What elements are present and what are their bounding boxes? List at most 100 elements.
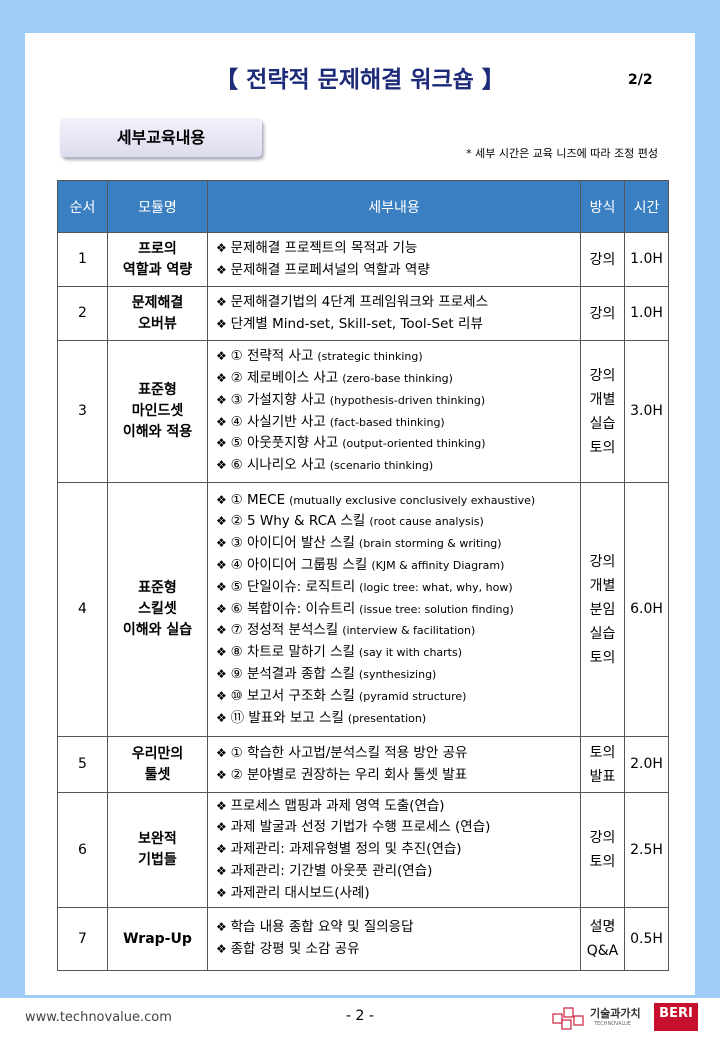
item-text: 종합 강평 및 소감 공유 [230, 941, 360, 957]
module-line: 보완적 [138, 831, 177, 847]
module-line: 표준형 [138, 382, 177, 398]
method-line: 강의 [589, 830, 616, 846]
item-note: (root cause analysis) [369, 515, 484, 529]
item: 문제해결 프로젝트의 목적과 기능 [216, 238, 579, 260]
item: ③ 가설지향 사고(hypothesis-driven thinking) [216, 390, 579, 412]
method-line: 분임 [589, 601, 616, 618]
method-line: 발표 [589, 768, 616, 785]
row-number: 7 [57, 907, 108, 971]
logo-icon [552, 1007, 584, 1030]
module-line: 프로의 [138, 240, 177, 257]
footer-url: www.technovalue.com [25, 1010, 172, 1025]
item: ① 학습한 사고법/분석스킬 적용 방안 공유 [216, 743, 579, 765]
time-cell: 0.5H [624, 907, 669, 971]
method-line: 실습 [589, 625, 616, 642]
item: ⑧ 차트로 말하기 스킬(say it with charts) [216, 642, 579, 664]
row-number: 3 [57, 340, 108, 483]
item-note: (output-oriented thinking) [342, 437, 486, 451]
module-line: 오버뷰 [138, 315, 177, 332]
item-text: ④ 사실기반 사고 [230, 413, 326, 430]
row-number: 2 [57, 286, 108, 341]
time-cell: 3.0H [624, 340, 669, 483]
method-cell: 설명 Q&A [580, 907, 625, 971]
method-line: 토의 [589, 439, 616, 456]
item-note: (brain storming & writing) [358, 537, 502, 551]
time-cell: 1.0H [624, 286, 669, 341]
item: ⑥ 시나리오 사고(scenario thinking) [216, 455, 579, 477]
row-number: 5 [57, 736, 108, 793]
time-cell: 2.5H [624, 792, 669, 908]
item: ② 5 Why & RCA 스킬(root cause analysis) [216, 511, 579, 533]
item-note: (logic tree: what, why, how) [359, 580, 513, 594]
table-row: 6보완적기법들프로세스 맵핑과 과제 영역 도출(연습)과제 발굴과 선정 기법… [57, 792, 669, 908]
item-note: (hypothesis-driven thinking) [329, 393, 486, 407]
time-cell: 6.0H [624, 482, 669, 737]
time-cell: 2.0H [624, 736, 669, 793]
items-cell: 문제해결 프로젝트의 목적과 기능문제해결 프로페셔널의 역할과 역량 [207, 232, 581, 287]
item: 학습 내용 종합 요약 및 질의응답 [216, 917, 579, 939]
item-text: ① 전략적 사고 [230, 348, 314, 365]
item-text: ⑨ 분석결과 종합 스킬 [230, 665, 355, 682]
time-cell: 1.0H [624, 232, 669, 287]
item: ⑤ 아웃풋지향 사고(output-oriented thinking) [216, 433, 579, 455]
method-line: 강의 [589, 367, 616, 384]
items-cell: 문제해결기법의 4단계 프레임워크와 프로세스단계별 Mind-set, Ski… [207, 286, 581, 341]
title: 【 전략적 문제해결 워크숍 】 [215, 67, 505, 93]
item-text: 학습 내용 종합 요약 및 질의응답 [230, 919, 414, 936]
item-note: (say it with charts) [358, 646, 463, 660]
method-line: 개별 [589, 391, 616, 408]
item-text: ③ 아이디어 발산 스킬 [230, 535, 355, 552]
item-note: (pyramid structure) [358, 689, 467, 703]
page-indicator: 2/2 [628, 72, 653, 88]
module-line: 문제해결 [131, 294, 184, 311]
logo-subtext: TECHNOVALUE [594, 1021, 631, 1027]
item-text: 과제관리: 과제유형별 정의 및 추진(연습) [230, 841, 462, 858]
module-cell: 보완적 기법들 [107, 792, 208, 908]
column-header: 세부내용 [207, 180, 581, 233]
column-header: 시간 [624, 180, 669, 233]
item-note: (zero-base thinking) [342, 371, 453, 385]
method-line: 토의 [589, 854, 616, 870]
logo-text: 기술과가치 [590, 1007, 641, 1020]
item-text: ② 5 Why & RCA 스킬 [230, 513, 366, 530]
module-line: Wrap-Up [123, 930, 192, 947]
item: ① 전략적 사고(strategic thinking) [216, 346, 579, 368]
method-line: 토의 [589, 649, 616, 666]
item-text: 문제해결기법의 4단계 프레임워크와 프로세스 [230, 293, 489, 310]
items-cell: ① 전략적 사고(strategic thinking)② 제로베이스 사고(z… [207, 340, 581, 483]
item: 과제관리 대시보드(사례) [216, 883, 579, 905]
module-line: 표준형 [138, 580, 177, 596]
module-line: 이해와 적용 [122, 424, 193, 440]
logo-beri: BERI [654, 1003, 698, 1031]
item-text: ② 제로베이스 사고 [230, 369, 339, 386]
module-cell: 프로의 역할과 역량 [107, 232, 208, 287]
item: 문제해결기법의 4단계 프레임워크와 프로세스 [216, 292, 579, 314]
module-line: 마인드셋 [131, 403, 184, 419]
item-text: 프로세스 맵핑과 과제 영역 도출(연습) [230, 797, 445, 814]
row-number: 4 [57, 482, 108, 737]
item-note: (strategic thinking) [317, 350, 423, 364]
column-header: 모듈명 [107, 180, 208, 233]
item-text: ③ 가설지향 사고 [230, 391, 326, 408]
item-text: ⑧ 차트로 말하기 스킬 [230, 644, 355, 661]
footer-page: - 2 - [346, 1008, 374, 1024]
table-row: 7 Wrap-Up 학습 내용 종합 요약 및 질의응답종합 강평 및 소감 공유 설… [57, 907, 669, 971]
module-line: 툴셋 [144, 766, 171, 783]
item: ⑥ 복합이슈: 이슈트리(issue tree: solution findin… [216, 599, 579, 621]
item-text: 단계별 Mind-set, Skill-set, Tool-Set 리뷰 [230, 315, 483, 332]
header-row: 순서 모듈명 세부내용 방식 시간 [57, 180, 669, 233]
item-text: ① MECE [230, 491, 286, 508]
item: ④ 아이디어 그룹핑 스킬(KJM & affinity Diagram) [216, 555, 579, 577]
item-text: 과제 발굴과 선정 기법가 수행 프로세스 (연습) [230, 819, 491, 836]
method-cell: 토의 발표 [580, 736, 625, 793]
item: ② 제로베이스 사고(zero-base thinking) [216, 368, 579, 390]
item-text: 문제해결 프로젝트의 목적과 기능 [230, 239, 418, 256]
method-line: 실습 [589, 415, 616, 432]
module-line: 이해와 실습 [122, 622, 193, 638]
